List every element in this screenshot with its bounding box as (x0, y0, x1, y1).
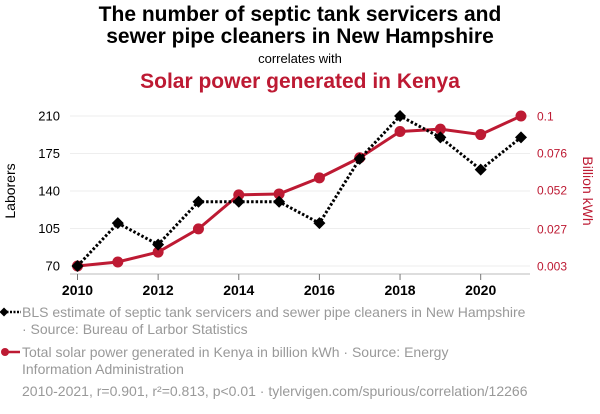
y-right-axis-title: Billion kWh (580, 156, 596, 225)
laborers-data-point (434, 131, 447, 144)
title-line-2: sewer pipe cleaners in New Hampshire (106, 25, 494, 48)
legend-swatch-dotted-diamond (0, 304, 22, 318)
legend-label-1-line-1: BLS estimate of septic tank servicers an… (22, 304, 526, 320)
solar-data-point (475, 129, 487, 141)
solar-data-point (152, 246, 164, 258)
y-left-tick-label: 105 (38, 221, 60, 236)
y-left-tick-label: 175 (38, 146, 60, 161)
y-right-tick-label: 0.003 (537, 260, 567, 274)
circle-marker-icon (1, 348, 20, 356)
y-right-tick-label: 0.1 (537, 110, 554, 124)
x-tick-label: 2016 (304, 282, 335, 298)
solar-data-point (515, 110, 527, 122)
title-line-1: The number of septic tank servicers and (98, 3, 502, 26)
legend-label-1-line-2: · Source: Bureau of Larbor Statistics (22, 321, 248, 337)
chart-title-secondary: Solar power generated in Kenya (140, 70, 460, 93)
y-left-tick-label: 210 (38, 109, 60, 124)
series (71, 110, 527, 272)
laborers-data-point (394, 110, 407, 122)
solar-series-line (77, 114, 522, 268)
laborers-data-point (313, 217, 326, 230)
y-left-tick-label: 70 (46, 259, 60, 274)
legend-item-solar: Total solar power generated in Kenya in … (0, 344, 542, 378)
x-tick-label: 2012 (143, 282, 174, 298)
line-chart: 70 105 140 175 210 0.003 0.027 0.052 0.076 0.1 201… (2, 109, 596, 299)
chart-subtitle: correlates with (258, 51, 342, 66)
x-tick-label: 2014 (223, 282, 254, 298)
gridlines (70, 115, 530, 267)
x-tick-label: 2010 (62, 282, 93, 298)
solar-data-point (273, 188, 285, 200)
solar-data-point (192, 223, 204, 235)
solar-data-point (313, 172, 325, 184)
laborers-data-point (474, 163, 487, 176)
y-left-axis-title: Laborers (2, 163, 18, 218)
laborers-data-point (353, 152, 366, 165)
solar-data-point (233, 189, 245, 201)
laborers-data-point (71, 260, 84, 272)
y-right-tick-label: 0.027 (537, 222, 567, 236)
y-right-tick-label: 0.052 (537, 184, 567, 198)
y-right-tick-label: 0.076 (537, 147, 567, 161)
stats-footer: 2010-2021, r=0.901, r²=0.813, p<0.01 · t… (22, 383, 528, 399)
legend-label-2-line-1: Total solar power generated in Kenya in … (22, 344, 449, 360)
diamond-marker-icon (0, 307, 21, 317)
legend-swatch-solid-circle (0, 344, 22, 358)
solar-data-point (394, 125, 406, 137)
solar-data-point (112, 256, 124, 268)
legend-label-2-line-2: Information Administration (22, 361, 184, 377)
legend-item-laborers: BLS estimate of septic tank servicers an… (0, 304, 542, 338)
laborers-data-point (192, 195, 205, 208)
laborers-data-point (152, 238, 165, 251)
chart-title: The number of septic tank servicers and … (0, 4, 600, 48)
x-tick-label: 2020 (465, 282, 496, 298)
laborers-data-point (232, 195, 245, 208)
laborers-data-point (111, 217, 124, 230)
axes: 70 105 140 175 210 0.003 0.027 0.052 0.076 0.1 201… (2, 109, 596, 299)
solar-data-point (434, 123, 446, 135)
y-left-tick-label: 140 (38, 184, 60, 199)
x-tick-label: 2018 (384, 282, 415, 298)
laborers-series-line (76, 114, 522, 268)
laborers-data-point (515, 131, 527, 144)
laborers-data-point (273, 195, 286, 208)
